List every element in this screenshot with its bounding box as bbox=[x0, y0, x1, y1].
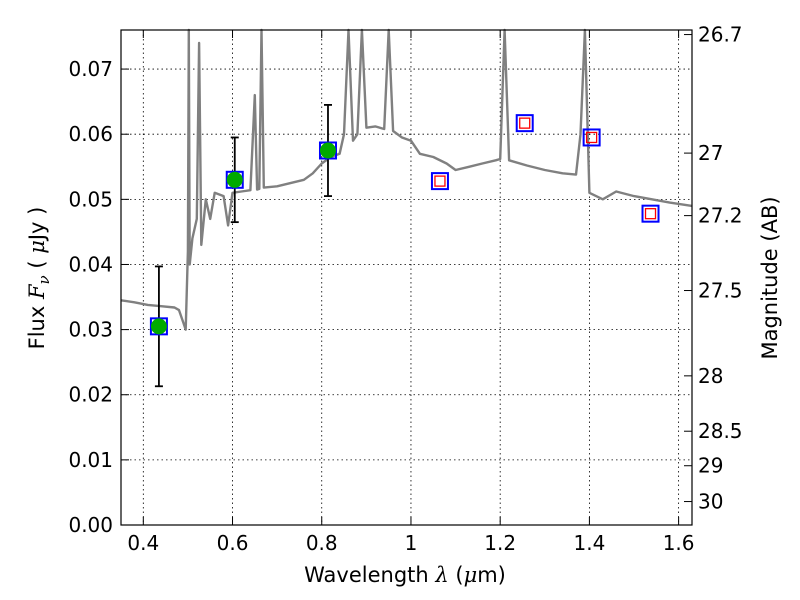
model-photometry-square bbox=[641, 204, 660, 223]
y-tick-label: 0.02 bbox=[68, 383, 113, 407]
observed-flux-point bbox=[150, 318, 167, 335]
x-tick-label: 0.6 bbox=[217, 531, 249, 555]
x-tick-label: 1.2 bbox=[484, 531, 516, 555]
y2-tick-label: 28 bbox=[698, 364, 723, 388]
x-tick-label: 0.4 bbox=[127, 531, 159, 555]
x-tick-label: 1.4 bbox=[573, 531, 605, 555]
y-tick-label: 0.07 bbox=[68, 57, 113, 81]
y2-axis-ticks: 26.7 27 27.2 27.5 28 28.5 29 30 bbox=[684, 23, 743, 514]
y-tick-label: 0.06 bbox=[68, 122, 113, 146]
y2-tick-label: 29 bbox=[698, 454, 723, 478]
x-tick-label: 0.8 bbox=[306, 531, 338, 555]
y2-tick-label: 27 bbox=[698, 141, 723, 165]
upper-limit-square bbox=[434, 175, 446, 187]
model-photometry-square bbox=[515, 114, 534, 133]
observed-flux-point bbox=[226, 171, 243, 188]
y-tick-label: 0.04 bbox=[68, 252, 113, 276]
y-tick-label: 0.00 bbox=[68, 513, 113, 537]
x-axis-ticks: 0.4 0.6 0.8 1 1.2 1.4 1.6 bbox=[127, 30, 695, 555]
x-tick-label: 1 bbox=[405, 531, 418, 555]
y2-tick-label: 27.2 bbox=[698, 204, 743, 228]
error-bars bbox=[154, 104, 332, 388]
upper-limit-square bbox=[585, 131, 598, 144]
upper-limit-square bbox=[519, 117, 531, 129]
y-tick-label: 0.05 bbox=[68, 187, 113, 211]
observed-flux-point bbox=[319, 142, 336, 159]
y2-axis-label: Magnitude (AB) bbox=[758, 196, 782, 359]
model-spectrum bbox=[120, 28, 693, 331]
y-tick-label: 0.03 bbox=[68, 318, 113, 342]
y2-tick-label: 28.5 bbox=[698, 419, 743, 443]
y-axis-label: Flux Fν ( μJy ) bbox=[25, 207, 53, 350]
x-tick-label: 1.6 bbox=[663, 531, 695, 555]
y-axis-ticks: 0.00 0.01 0.02 0.03 0.04 0.05 0.06 0.07 bbox=[68, 57, 129, 537]
y2-tick-label: 30 bbox=[698, 490, 723, 514]
y-tick-label: 0.01 bbox=[68, 448, 113, 472]
upper-limit-square bbox=[644, 208, 657, 220]
plot-frame bbox=[120, 29, 693, 526]
y2-tick-label: 26.7 bbox=[698, 23, 743, 47]
grid-lines bbox=[121, 30, 692, 526]
spectrum-line bbox=[120, 28, 693, 331]
observed-flux-points bbox=[150, 142, 336, 335]
model-photometry-square bbox=[582, 128, 601, 147]
y2-tick-label: 27.5 bbox=[698, 279, 743, 303]
model-photometry-square bbox=[430, 172, 449, 191]
x-axis-label: Wavelength λ (μm) bbox=[304, 563, 506, 587]
